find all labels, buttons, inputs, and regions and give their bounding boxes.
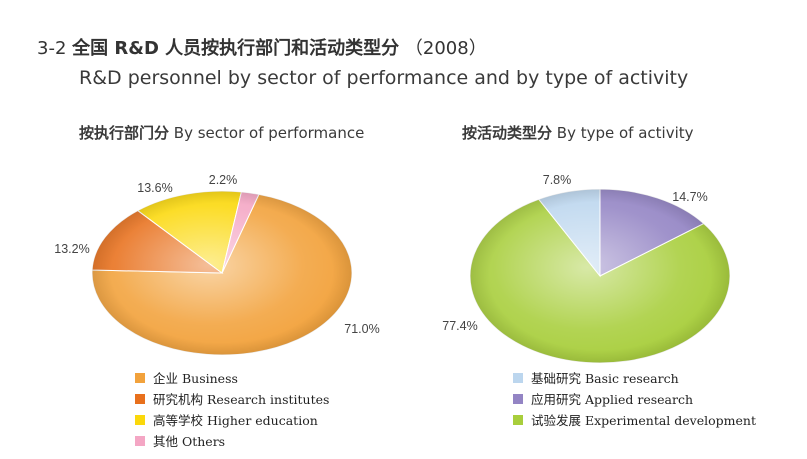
chart-title-sector-en: By sector of performance <box>173 124 365 142</box>
title-year: （2008） <box>404 38 487 59</box>
legend-item-research-institutes: 研究机构 Research institutes <box>135 388 329 409</box>
pie-label-business: 71.0% <box>344 322 379 336</box>
page-title-en: R&D personnel by sector of performance a… <box>79 67 689 89</box>
pie-edge-shade <box>470 189 730 363</box>
pie-1 <box>469 188 731 364</box>
legend-sector: 企业 Business 研究机构 Research institutes 高等学校 … <box>135 367 329 451</box>
legend-swatch <box>135 435 145 446</box>
legend-item-higher-education: 高等学校 Higher education <box>135 409 329 430</box>
chart-title-activity-en: By type of activity <box>556 124 694 142</box>
legend-swatch <box>135 372 145 383</box>
chart-title-sector-zh: 按执行部门分 <box>79 124 170 142</box>
legend-item-applied-research: 应用研究 Applied research <box>513 388 756 409</box>
legend-swatch <box>135 414 145 425</box>
pie-label-research-institutes: 13.2% <box>54 242 89 256</box>
legend-item-others: 其他 Others <box>135 430 329 451</box>
pie-0 <box>91 190 353 356</box>
legend-item-basic-research: 基础研究 Basic research <box>513 367 756 388</box>
chart-title-activity-zh: 按活动类型分 <box>462 124 553 142</box>
legend-activity: 基础研究 Basic research 应用研究 Applied research… <box>513 367 756 430</box>
title-zh-text: 全国 R&D 人员按执行部门和活动类型分 <box>72 38 400 59</box>
pie-edge-shade <box>92 191 352 355</box>
pie-label-others: 2.2% <box>209 173 238 187</box>
legend-swatch <box>513 393 523 404</box>
legend-swatch <box>513 414 523 425</box>
pie-label-applied-research: 14.7% <box>672 190 707 204</box>
pie-label-experimental-development: 77.4% <box>442 319 477 333</box>
legend-swatch <box>135 393 145 404</box>
page-title-zh: 3-2 全国 R&D 人员按执行部门和活动类型分 （2008） <box>37 34 487 60</box>
pie-label-higher-education: 13.6% <box>137 181 172 195</box>
legend-label: 高等学校 Higher education <box>153 413 318 428</box>
legend-label: 研究机构 Research institutes <box>153 392 330 407</box>
title-prefix: 3-2 <box>37 38 67 59</box>
pie-label-basic-research: 7.8% <box>543 173 572 187</box>
legend-swatch <box>513 372 523 383</box>
legend-item-business: 企业 Business <box>135 367 329 388</box>
legend-label: 试验发展 Experimental development <box>531 413 756 428</box>
chart-title-activity: 按活动类型分 By type of activity <box>462 122 694 143</box>
legend-item-experimental-development: 试验发展 Experimental development <box>513 409 756 430</box>
legend-label: 企业 Business <box>153 371 238 386</box>
legend-label: 应用研究 Applied research <box>531 392 694 407</box>
legend-label: 其他 Others <box>153 434 226 449</box>
chart-title-sector: 按执行部门分 By sector of performance <box>79 122 364 143</box>
legend-label: 基础研究 Basic research <box>531 371 679 386</box>
